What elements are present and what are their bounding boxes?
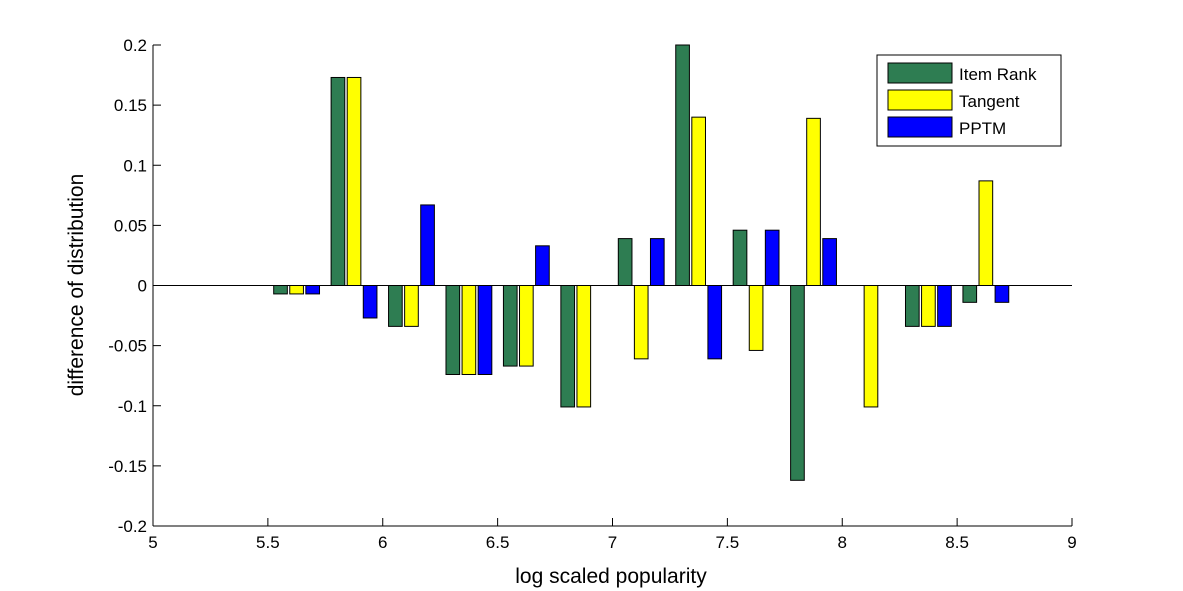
y-tick-label: -0.2 (118, 517, 147, 536)
bar (477, 285, 493, 375)
y-tick-label: 0.1 (123, 156, 147, 175)
bar (404, 285, 419, 327)
bar (617, 238, 633, 287)
bar (649, 238, 665, 287)
bar (273, 285, 288, 295)
x-tick-label: 6 (378, 533, 387, 552)
y-tick-label: -0.05 (108, 337, 147, 356)
bar (806, 117, 821, 286)
bar (560, 285, 576, 408)
bar (790, 285, 805, 481)
y-tick-label: 0.05 (114, 216, 147, 235)
axes: 5 5.5 6 6.5 7 7.5 8 8.5 9 -0.2 -0.15 -0.1 -0.05 0 0.05… (108, 36, 1076, 552)
bar (346, 76, 362, 286)
bar (502, 285, 518, 367)
x-tick-label: 9 (1067, 533, 1076, 552)
bar (962, 285, 978, 303)
bar (675, 44, 690, 286)
bar (732, 229, 748, 287)
x-tick-label: 7.5 (716, 533, 740, 552)
bar (921, 285, 936, 327)
x-tick-label: 7 (608, 533, 617, 552)
legend-swatch (887, 62, 953, 84)
bar (978, 180, 994, 287)
bar (937, 285, 952, 327)
bar (388, 285, 403, 327)
legend-label: Item Rank (959, 65, 1037, 84)
bar (748, 285, 764, 351)
bar (863, 285, 879, 408)
x-tick-label: 8.5 (945, 533, 969, 552)
bar (519, 285, 534, 367)
bar (461, 285, 477, 375)
bar (305, 285, 321, 295)
x-axis-label: log scaled popularity (515, 565, 707, 588)
bar (764, 229, 780, 287)
x-tick-label: 8 (838, 533, 847, 552)
y-tick-label: -0.1 (118, 397, 147, 416)
bar (691, 116, 706, 287)
bar (445, 285, 461, 375)
bar (633, 285, 649, 360)
x-tick-label: 5.5 (256, 533, 280, 552)
bar (822, 238, 837, 287)
y-tick-label: 0.2 (123, 36, 147, 55)
bar (576, 285, 592, 408)
bar (707, 285, 723, 360)
y-tick-label: 0.15 (114, 96, 147, 115)
legend-label: PPTM (959, 119, 1006, 138)
bar (904, 285, 920, 327)
y-tick-label: -0.15 (108, 457, 147, 476)
legend: Item Rank Tangent PPTM (876, 54, 1062, 147)
bar (289, 285, 304, 295)
bar (420, 204, 435, 286)
x-tick-label: 6.5 (486, 533, 510, 552)
legend-swatch (887, 116, 953, 138)
bar (330, 76, 346, 286)
y-axis-label: difference of distribution (65, 174, 88, 397)
x-tick-label: 5 (148, 533, 157, 552)
legend-label: Tangent (959, 92, 1020, 111)
y-tick-label: 0 (138, 277, 147, 296)
bar (362, 285, 378, 319)
legend-swatch (887, 89, 953, 111)
bars (273, 44, 1010, 481)
bar (535, 245, 550, 287)
bar (994, 285, 1010, 303)
